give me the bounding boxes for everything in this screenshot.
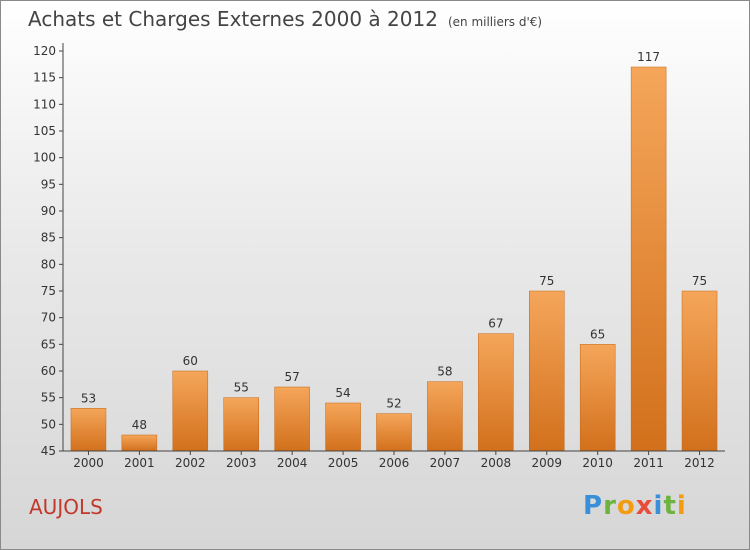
bar-value-label: 117 — [637, 50, 660, 64]
bar-value-label: 67 — [488, 317, 503, 331]
x-tick-label: 2000 — [73, 456, 104, 470]
x-tick-label: 2002 — [175, 456, 206, 470]
bar — [579, 344, 616, 452]
x-tick-label: 2007 — [430, 456, 461, 470]
bar-value-label: 75 — [692, 274, 707, 288]
chart-unit: (en milliers d'€) — [447, 15, 543, 29]
x-tick-label: 2012 — [684, 456, 715, 470]
y-tick-label: 60 — [41, 364, 56, 378]
proxiti-logo: Proxiti — [583, 491, 687, 521]
bar — [478, 333, 514, 452]
y-tick-label: 90 — [41, 204, 56, 218]
logo-letter: o — [616, 491, 636, 521]
x-tick-label: 2010 — [582, 456, 613, 470]
x-tick-label: 2009 — [531, 456, 562, 470]
bar — [427, 381, 463, 452]
x-tick-label: 2005 — [328, 456, 359, 470]
bar-value-label: 52 — [386, 397, 401, 411]
bar — [630, 66, 667, 452]
bar-value-label: 75 — [539, 274, 554, 288]
bar-value-label: 57 — [285, 370, 300, 384]
x-tick-label: 2004 — [277, 456, 308, 470]
bar-value-label: 53 — [81, 391, 96, 405]
x-tick-label: 2003 — [226, 456, 257, 470]
y-tick-label: 120 — [33, 44, 56, 58]
bar — [172, 370, 209, 452]
logo-letter: t — [663, 491, 677, 521]
y-tick-label: 110 — [33, 97, 56, 111]
bar-value-label: 48 — [132, 418, 147, 432]
bar-value-label: 58 — [437, 365, 452, 379]
bar — [681, 290, 718, 452]
y-tick-label: 65 — [41, 337, 56, 351]
y-tick-label: 100 — [33, 151, 56, 165]
x-tick-label: 2006 — [379, 456, 410, 470]
bar — [325, 402, 361, 452]
logo-letter: r — [603, 491, 617, 521]
y-tick-label: 105 — [33, 124, 56, 138]
y-tick-label: 80 — [41, 257, 56, 271]
y-tick-label: 95 — [41, 177, 56, 191]
commune-name: AUJOLS — [29, 495, 103, 519]
logo-letter: P — [583, 491, 604, 521]
bar — [376, 413, 412, 452]
logo-letter: i — [653, 491, 664, 521]
y-tick-label: 55 — [41, 391, 56, 405]
bar — [529, 290, 565, 452]
logo-letter: x — [635, 491, 654, 521]
y-tick-label: 45 — [41, 444, 56, 458]
bar-value-label: 55 — [234, 381, 249, 395]
y-tick-label: 50 — [41, 417, 56, 431]
x-tick-label: 2008 — [481, 456, 512, 470]
x-tick-label: 2001 — [124, 456, 155, 470]
bar — [223, 397, 259, 452]
y-tick-label: 85 — [41, 231, 56, 245]
bar-value-label: 65 — [590, 327, 605, 341]
bar-value-label: 60 — [183, 354, 198, 368]
y-tick-label: 115 — [33, 71, 56, 85]
chart-title: Achats et Charges Externes 2000 à 2012 (e… — [28, 7, 542, 31]
y-tick-label: 70 — [41, 311, 56, 325]
y-tick-label: 75 — [41, 284, 56, 298]
bar-value-label: 54 — [335, 386, 350, 400]
bar — [70, 408, 107, 452]
bar — [274, 386, 310, 452]
x-tick-label: 2011 — [633, 456, 664, 470]
bar — [121, 434, 158, 452]
logo-letter: i — [676, 491, 687, 521]
chart-title-text: Achats et Charges Externes 2000 à 2012 — [28, 7, 438, 31]
